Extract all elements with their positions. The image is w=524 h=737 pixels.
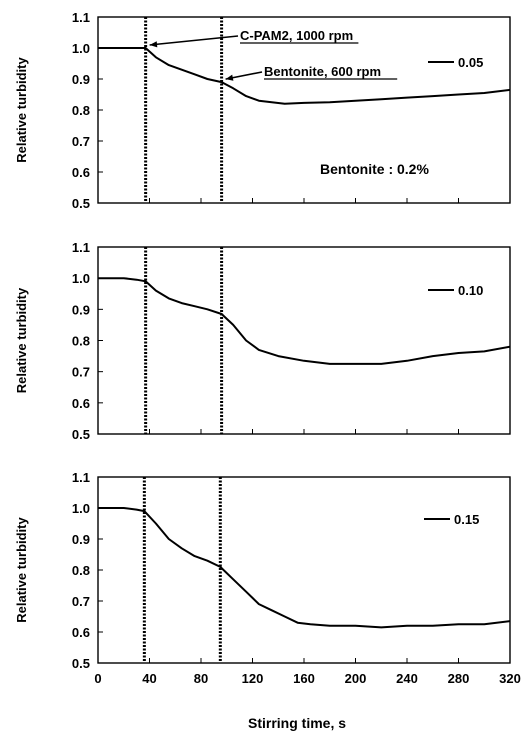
x-tick-label: 120 — [242, 671, 264, 686]
y-tick-label: 0.9 — [72, 532, 90, 547]
series-line — [98, 47, 511, 105]
series-line — [98, 277, 511, 365]
annotation-arrow — [149, 35, 239, 46]
x-tick-label: 320 — [499, 671, 521, 686]
x-tick-label: 160 — [293, 671, 315, 686]
y-tick-label: 0.8 — [72, 103, 90, 118]
y-tick-label: 0.7 — [72, 365, 90, 380]
y-axis-label: Relative turbidity — [14, 516, 29, 622]
y-tick-label: 1.0 — [72, 501, 90, 516]
series-line — [98, 507, 511, 629]
y-tick-label: 0.6 — [72, 625, 90, 640]
x-axis-label: Stirring time, s — [248, 715, 346, 731]
y-tick-label: 0.8 — [72, 334, 90, 349]
x-tick-label: 240 — [396, 671, 418, 686]
x-tick-label: 200 — [345, 671, 367, 686]
y-tick-label: 0.7 — [72, 134, 90, 149]
y-tick-label: 0.6 — [72, 396, 90, 411]
y-tick-label: 1.1 — [72, 10, 90, 25]
y-tick-label: 1.1 — [72, 240, 90, 255]
y-tick-label: 0.8 — [72, 563, 90, 578]
panel-note: Bentonite : 0.2% — [320, 161, 429, 177]
y-tick-label: 1.0 — [72, 271, 90, 286]
y-axis-label: Relative turbidity — [14, 56, 29, 162]
panel-3: 0.5 0.6 0.7 0.8 0.9 1.0 1.1 0 40 80 120 160 200 240 28… — [14, 470, 521, 686]
y-tick-label: 0.7 — [72, 594, 90, 609]
y-tick-label: 0.9 — [72, 302, 90, 317]
plot-frame — [97, 476, 511, 664]
plot-frame — [97, 246, 511, 435]
y-axis-label: Relative turbidity — [14, 287, 29, 393]
y-tick-label: 1.1 — [72, 470, 90, 485]
x-tick-label: 80 — [194, 671, 208, 686]
panel-2: 0.5 0.6 0.7 0.8 0.9 1.0 1.1 Relative turbidity 0… — [14, 240, 511, 442]
x-tick-label: 280 — [448, 671, 470, 686]
plot-frame — [97, 16, 511, 204]
annotation-label: Bentonite, 600 rpm — [264, 64, 381, 79]
legend-label: 0.05 — [458, 55, 483, 70]
y-tick-label: 0.5 — [72, 196, 90, 211]
panel-1: 0.5 0.6 0.7 0.8 0.9 1.0 1.1 Relative turbidity 0… — [14, 10, 511, 211]
annotation-arrowhead — [225, 74, 234, 81]
y-tick-label: 0.5 — [72, 656, 90, 671]
y-tick-label: 0.9 — [72, 72, 90, 87]
legend-label: 0.15 — [454, 512, 479, 527]
x-tick-label: 0 — [94, 671, 101, 686]
y-tick-label: 0.5 — [72, 427, 90, 442]
y-tick-label: 1.0 — [72, 41, 90, 56]
annotation-label: C-PAM2, 1000 rpm — [240, 28, 353, 43]
y-tick-label: 0.6 — [72, 165, 90, 180]
x-tick-label: 40 — [142, 671, 156, 686]
legend-label: 0.10 — [458, 283, 483, 298]
annotation-arrowhead — [149, 41, 158, 48]
